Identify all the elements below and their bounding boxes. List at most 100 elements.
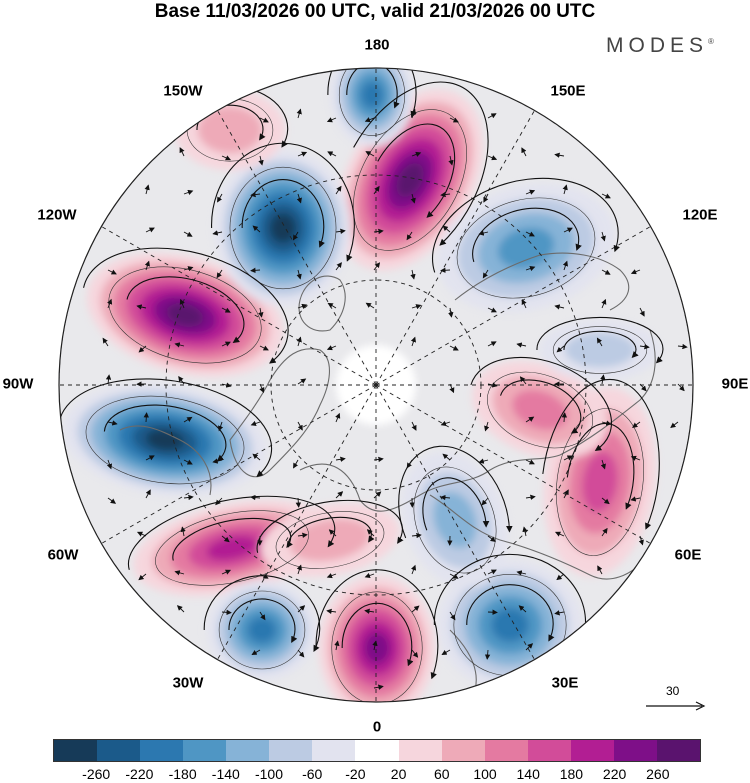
wind-vector: [335, 412, 341, 423]
wind-vector: [335, 228, 346, 235]
wind-vector: [487, 382, 498, 388]
streamline: [127, 495, 336, 570]
wind-vector: [334, 640, 340, 651]
wind-vector: [296, 193, 302, 204]
wind-vector: [212, 458, 223, 464]
wind-vector: [145, 489, 151, 499]
wind-vector: [554, 152, 565, 158]
wind-vector: [364, 572, 375, 579]
wind-vector: [145, 455, 155, 461]
wind-vector: [326, 117, 337, 123]
streamlines: [59, 68, 688, 702]
anomaly-contour: [206, 535, 258, 561]
wind-vector: [373, 684, 384, 690]
wind-vector: [601, 527, 608, 537]
wind-vector: [563, 227, 573, 233]
wind-vector: [440, 420, 451, 426]
colorbar-swatch: [183, 740, 227, 761]
colorbar-tick-label: -220: [125, 766, 154, 782]
colorbar-tick-label: 100: [473, 766, 497, 782]
colorbar-tick-label: 140: [516, 766, 540, 782]
wind-vector: [449, 117, 459, 123]
wind-vector: [449, 573, 459, 579]
streamline: [346, 68, 400, 109]
coastline-greenland: [229, 348, 331, 478]
wind-vector: [522, 526, 528, 537]
streamline: [466, 584, 555, 642]
meridian-line: [98, 224, 377, 386]
anomaly-contour: [364, 632, 390, 664]
wind-vector: [632, 421, 641, 428]
wind-vector: [554, 304, 565, 310]
map-border: [58, 67, 694, 703]
wind-vector: [639, 307, 645, 317]
colorbar-swatch: [570, 740, 614, 761]
meridian-line: [375, 384, 537, 663]
colorbar-tick-label: -20: [345, 766, 366, 782]
polar-stereographic-map: [58, 67, 694, 703]
wind-vector: [107, 298, 113, 309]
wind-vector: [482, 269, 489, 279]
wind-vector: [481, 497, 489, 506]
streamline: [432, 177, 620, 273]
wind-vector: [176, 605, 185, 613]
colorbar-tick-label: -140: [211, 766, 240, 782]
colorbar-swatch: [312, 740, 356, 761]
wind-vector: [297, 649, 305, 658]
wind-vector: [630, 455, 641, 461]
lon-label-30w: 30W: [172, 674, 204, 692]
contour-line: [108, 266, 262, 364]
contour-line: [155, 510, 309, 586]
colorbar-swatch: [527, 740, 571, 761]
wind-vector: [221, 609, 232, 616]
colorbar-swatch: [613, 740, 657, 761]
wind-vector: [292, 231, 299, 241]
streamline: [566, 422, 635, 510]
wind-vector: [326, 345, 337, 351]
wind-vector: [143, 412, 149, 423]
wind-vector: [563, 489, 569, 499]
wind-vector: [521, 147, 527, 157]
wind-vector: [174, 342, 185, 348]
wind-vector: [221, 535, 230, 543]
anomaly-contour: [166, 303, 204, 327]
wind-vector: [449, 345, 459, 351]
wind-vector: [601, 269, 611, 275]
wind-vector: [297, 303, 308, 309]
colorbar-swatch: [656, 740, 700, 761]
wind-vector: [373, 491, 382, 499]
wind-vector: [600, 231, 606, 242]
wind-vector: [335, 185, 342, 195]
wind-vector: [216, 269, 223, 279]
coastline-canada: [119, 425, 212, 496]
contour-line: [338, 68, 406, 136]
lon-label-60w: 60W: [47, 546, 79, 564]
wind-vector: [250, 494, 261, 501]
anomaly-contour: [512, 390, 568, 430]
wind-vector: [449, 383, 455, 394]
wind-vector: [217, 421, 224, 432]
wind-vector: [448, 307, 454, 318]
anomaly-contour: [361, 81, 383, 109]
wind-vector: [296, 269, 302, 280]
anomaly-contour: [396, 162, 424, 198]
meridian-line: [215, 384, 377, 663]
streamline: [241, 179, 325, 248]
wind-vector: [259, 611, 266, 621]
wind-vector: [411, 605, 420, 613]
meridian-line: [375, 224, 654, 386]
colorbar-tick-label: -260: [82, 766, 111, 782]
wind-vector: [478, 458, 489, 464]
wind-vector: [250, 267, 261, 274]
lon-label-120w: 120W: [37, 206, 77, 224]
colorbar-tick-label: 220: [602, 766, 627, 782]
wind-vector: [638, 535, 644, 546]
streamline: [353, 81, 489, 246]
wind-vector: [212, 230, 223, 236]
wind-vector: [411, 532, 422, 539]
wind-vector: [221, 382, 232, 388]
streamline: [433, 553, 587, 654]
colorbar-tick-label: -60: [302, 766, 323, 782]
wind-vector: [217, 193, 223, 203]
anomaly-contour: [565, 332, 635, 368]
